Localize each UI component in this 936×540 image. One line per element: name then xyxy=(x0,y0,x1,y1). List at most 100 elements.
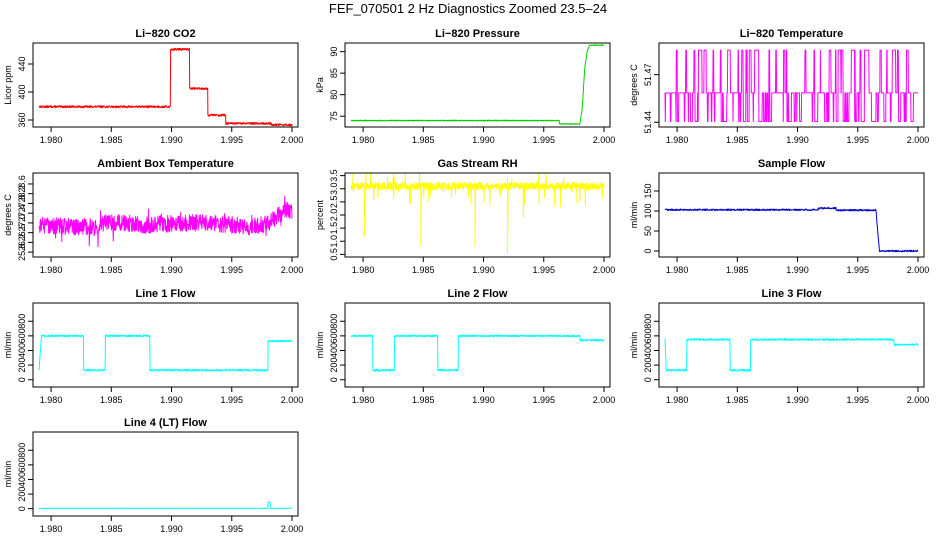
y-tick-label: 800 xyxy=(329,314,339,329)
y-tick-label: 800 xyxy=(17,443,27,458)
x-tick-label: 2.000 xyxy=(593,265,616,275)
x-tick-label: 1.990 xyxy=(786,395,809,405)
x-tick-label: 1.980 xyxy=(666,395,689,405)
x-tick-label: 1.995 xyxy=(220,395,243,405)
x-tick-label: 1.985 xyxy=(100,265,123,275)
y-tick-label: 440 xyxy=(17,56,27,71)
x-tick-label: 1.995 xyxy=(532,135,555,145)
data-line-temperature xyxy=(664,49,919,122)
x-tick-label: 2.000 xyxy=(907,395,930,405)
y-tick-label: 3.0 xyxy=(329,182,339,195)
plot-frame xyxy=(658,302,925,388)
y-tick-label: 200 xyxy=(329,358,339,373)
x-tick-label: 1.985 xyxy=(100,395,123,405)
y-axis-label: degrees C xyxy=(3,194,13,236)
x-tick-label: 1.980 xyxy=(352,395,375,405)
panel-title: Gas Stream RH xyxy=(437,158,517,170)
x-tick-label: 2.000 xyxy=(281,135,304,145)
data-line-pressure xyxy=(350,44,605,125)
y-tick-label: 0 xyxy=(329,377,339,382)
y-tick-label: 150 xyxy=(643,183,653,198)
x-tick-label: 1.990 xyxy=(160,524,183,534)
y-tick-label: 27.0 xyxy=(17,214,27,232)
x-tick-label: 2.000 xyxy=(593,395,616,405)
y-tick-label: 1.5 xyxy=(329,222,339,235)
x-tick-label: 1.995 xyxy=(532,395,555,405)
y-tick-label: 400 xyxy=(17,472,27,487)
plot-frame xyxy=(658,42,925,128)
chart-panel-pressure: Li−820 Pressure 1.980 1.985 1.990 1.995 2.000… xyxy=(315,28,615,145)
x-tick-label: 1.990 xyxy=(472,135,495,145)
y-tick-label: 600 xyxy=(17,457,27,472)
x-tick-label: 1.980 xyxy=(352,135,375,145)
y-tick-label: 600 xyxy=(329,328,339,343)
panel-title: Li−820 Pressure xyxy=(435,28,520,40)
y-tick-label: 1.0 xyxy=(329,235,339,248)
chart-panel-ambient-temp: Ambient Box Temperature 1.980 1.985 1.990 1.… xyxy=(3,158,303,275)
plot-frame xyxy=(32,172,299,258)
data-line-ambient-temp xyxy=(38,195,293,248)
data-line-line4-flow xyxy=(38,501,293,509)
x-tick-label: 1.990 xyxy=(786,135,809,145)
y-tick-label: 600 xyxy=(17,328,27,343)
chart-panel-temperature: Li−820 Temperature 1.980 1.985 1.990 1.995 2.… xyxy=(629,28,929,145)
y-tick-label: 27.4 xyxy=(17,204,27,222)
panel-title: Li−820 CO2 xyxy=(135,28,195,40)
y-axis-label: ml/min xyxy=(3,461,13,488)
y-tick-label: 400 xyxy=(329,343,339,358)
x-tick-label: 1.995 xyxy=(220,135,243,145)
chart-panel-line4-flow: Line 4 (LT) Flow 1.980 1.985 1.990 1.995 2.00… xyxy=(3,417,303,534)
x-tick-label: 1.985 xyxy=(726,265,749,275)
y-tick-label: 0 xyxy=(17,377,27,382)
x-tick-label: 1.980 xyxy=(40,265,63,275)
x-tick-label: 1.985 xyxy=(100,524,123,534)
y-tick-label: 28.2 xyxy=(17,185,27,203)
y-tick-label: 200 xyxy=(643,358,653,373)
y-tick-label: 400 xyxy=(17,84,27,99)
y-axis-label: percent xyxy=(315,199,325,230)
y-tick-label: 200 xyxy=(17,487,27,502)
y-tick-label: 80 xyxy=(329,90,339,100)
figure-title: FEF_070501 2 Hz Diagnostics Zoomed 23.5–… xyxy=(328,1,608,16)
y-tick-label: 0 xyxy=(643,248,653,253)
x-tick-label: 1.980 xyxy=(352,265,375,275)
y-tick-label: 600 xyxy=(643,328,653,343)
x-tick-label: 1.980 xyxy=(666,265,689,275)
x-tick-label: 1.990 xyxy=(472,265,495,275)
x-tick-label: 1.985 xyxy=(726,135,749,145)
y-axis-label: ml/min xyxy=(3,332,13,359)
y-axis-label: ml/min xyxy=(629,202,639,229)
chart-panel-co2: Li−820 CO2 1.980 1.985 1.990 1.995 2.000 360 40… xyxy=(3,28,303,145)
data-line-line3-flow xyxy=(664,338,919,372)
y-tick-label: 0 xyxy=(17,506,27,511)
y-tick-label: 85 xyxy=(329,68,339,78)
plot-frame xyxy=(344,302,611,388)
y-axis-label: ml/min xyxy=(629,332,639,359)
x-tick-label: 1.985 xyxy=(412,395,435,405)
x-tick-label: 1.995 xyxy=(220,265,243,275)
x-tick-label: 1.980 xyxy=(40,524,63,534)
data-line-gas-rh xyxy=(350,173,605,254)
data-line-line1-flow xyxy=(38,334,293,372)
panel-title: Line 4 (LT) Flow xyxy=(124,417,207,429)
y-tick-label: 90 xyxy=(329,47,339,57)
y-tick-label: 27.8 xyxy=(17,195,27,213)
x-tick-label: 1.990 xyxy=(160,265,183,275)
y-tick-label: 75 xyxy=(329,111,339,121)
y-tick-label: 2.0 xyxy=(329,209,339,222)
y-tick-label: 2.5 xyxy=(329,196,339,209)
plot-frame xyxy=(344,42,611,128)
x-tick-label: 1.990 xyxy=(160,395,183,405)
y-tick-label: 400 xyxy=(17,343,27,358)
x-tick-label: 2.000 xyxy=(281,524,304,534)
y-tick-label: 400 xyxy=(643,343,653,358)
y-tick-label: 100 xyxy=(643,203,653,218)
y-tick-label: 800 xyxy=(643,314,653,329)
plot-frame xyxy=(32,42,299,128)
x-tick-label: 2.000 xyxy=(593,135,616,145)
x-tick-label: 1.980 xyxy=(40,135,63,145)
y-axis-label: degrees C xyxy=(629,64,639,106)
panel-title: Sample Flow xyxy=(758,158,826,170)
x-tick-label: 2.000 xyxy=(281,395,304,405)
